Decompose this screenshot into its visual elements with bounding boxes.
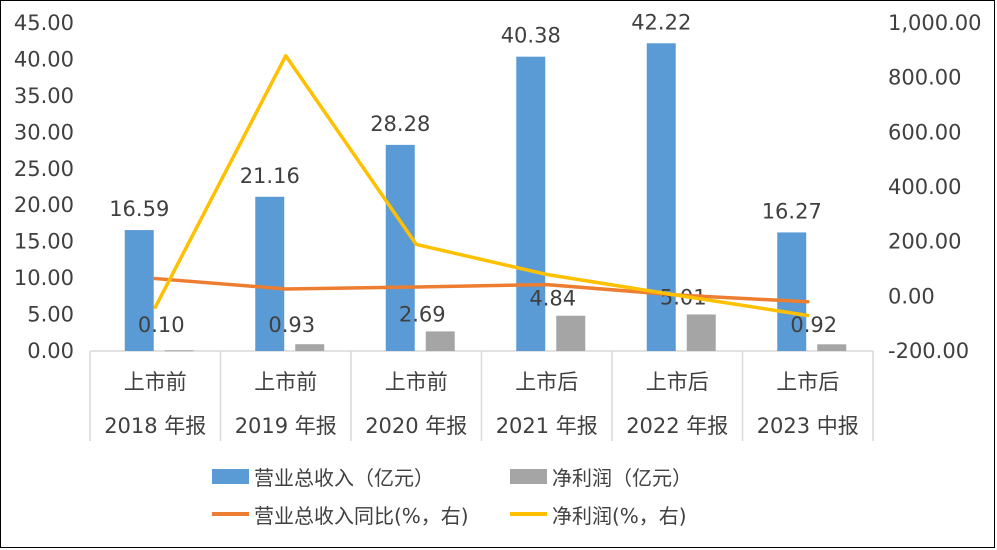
category-label-period: 2021 年报 (496, 414, 598, 438)
right-axis-tick-label: 400.00 (888, 175, 961, 199)
series-line-revenue-yoy (153, 276, 810, 304)
category-label-group: 上市前 (254, 370, 317, 394)
bar-net-profit (686, 314, 716, 351)
legend-swatch (510, 469, 547, 484)
bar-net-profit (817, 344, 847, 351)
bar-net-profit (295, 344, 325, 351)
left-axis-tick-label: 40.00 (14, 47, 74, 71)
data-label: 0.92 (790, 313, 837, 337)
data-label: 21.16 (240, 164, 300, 188)
left-axis-tick-label: 25.00 (14, 157, 74, 181)
left-axis-tick-label: 45.00 (14, 11, 74, 35)
bar-revenue (646, 43, 676, 351)
left-axis-tick-label: 10.00 (14, 266, 74, 290)
left-axis-tick-label: 35.00 (14, 84, 74, 108)
data-label: 0.93 (268, 313, 315, 337)
bar-net-profit (556, 315, 586, 351)
legend-label: 营业总收入（亿元） (254, 466, 434, 490)
left-axis-tick-label: 20.00 (14, 193, 74, 217)
legend-swatch (212, 469, 249, 484)
right-axis-tick-label: 200.00 (888, 230, 961, 254)
bar-revenue (516, 56, 546, 351)
category-label-group: 上市后 (515, 370, 578, 394)
right-axis-tick-label: 1,000.00 (888, 11, 982, 35)
series-line-net-profit-yoy (153, 54, 810, 318)
data-label: 4.84 (529, 287, 576, 311)
left-axis-tick-label: 5.00 (27, 303, 74, 327)
bar-revenue (777, 232, 807, 351)
category-label-period: 2018 年报 (104, 414, 206, 438)
right-axis-tick-label: 600.00 (888, 120, 961, 144)
right-axis-tick-label: -200.00 (888, 339, 969, 363)
data-label: 0.10 (138, 313, 185, 337)
data-label: 16.27 (762, 199, 822, 223)
data-label: 42.22 (631, 10, 691, 34)
category-label-period: 2022 年报 (626, 414, 728, 438)
category-label-group: 上市后 (776, 370, 839, 394)
category-label-period: 2020 年报 (365, 414, 467, 438)
category-label-period: 2023 中报 (757, 414, 859, 438)
left-axis-tick-label: 0.00 (27, 339, 74, 363)
legend-label: 净利润(%，右) (552, 504, 687, 528)
data-label: 28.28 (370, 112, 430, 136)
data-label: 40.38 (501, 24, 561, 48)
left-axis-tick-label: 15.00 (14, 230, 74, 254)
legend-label: 营业总收入同比(%，右) (254, 504, 469, 528)
left-axis-tick-label: 30.00 (14, 120, 74, 144)
bar-net-profit (164, 350, 194, 352)
category-label-group: 上市前 (385, 370, 448, 394)
data-label: 16.59 (109, 197, 169, 221)
data-label: 2.69 (399, 302, 446, 326)
legend-label: 净利润（亿元） (552, 466, 692, 490)
right-axis-tick-label: 800.00 (888, 66, 961, 90)
bar-net-profit (425, 331, 455, 351)
category-label-group: 上市后 (646, 370, 709, 394)
right-axis-tick-label: 0.00 (888, 284, 935, 308)
bar-revenue (385, 144, 415, 351)
bar-revenue (124, 230, 154, 351)
category-label-period: 2019 年报 (235, 414, 337, 438)
bar-revenue (255, 196, 285, 351)
category-label-group: 上市前 (124, 370, 187, 394)
